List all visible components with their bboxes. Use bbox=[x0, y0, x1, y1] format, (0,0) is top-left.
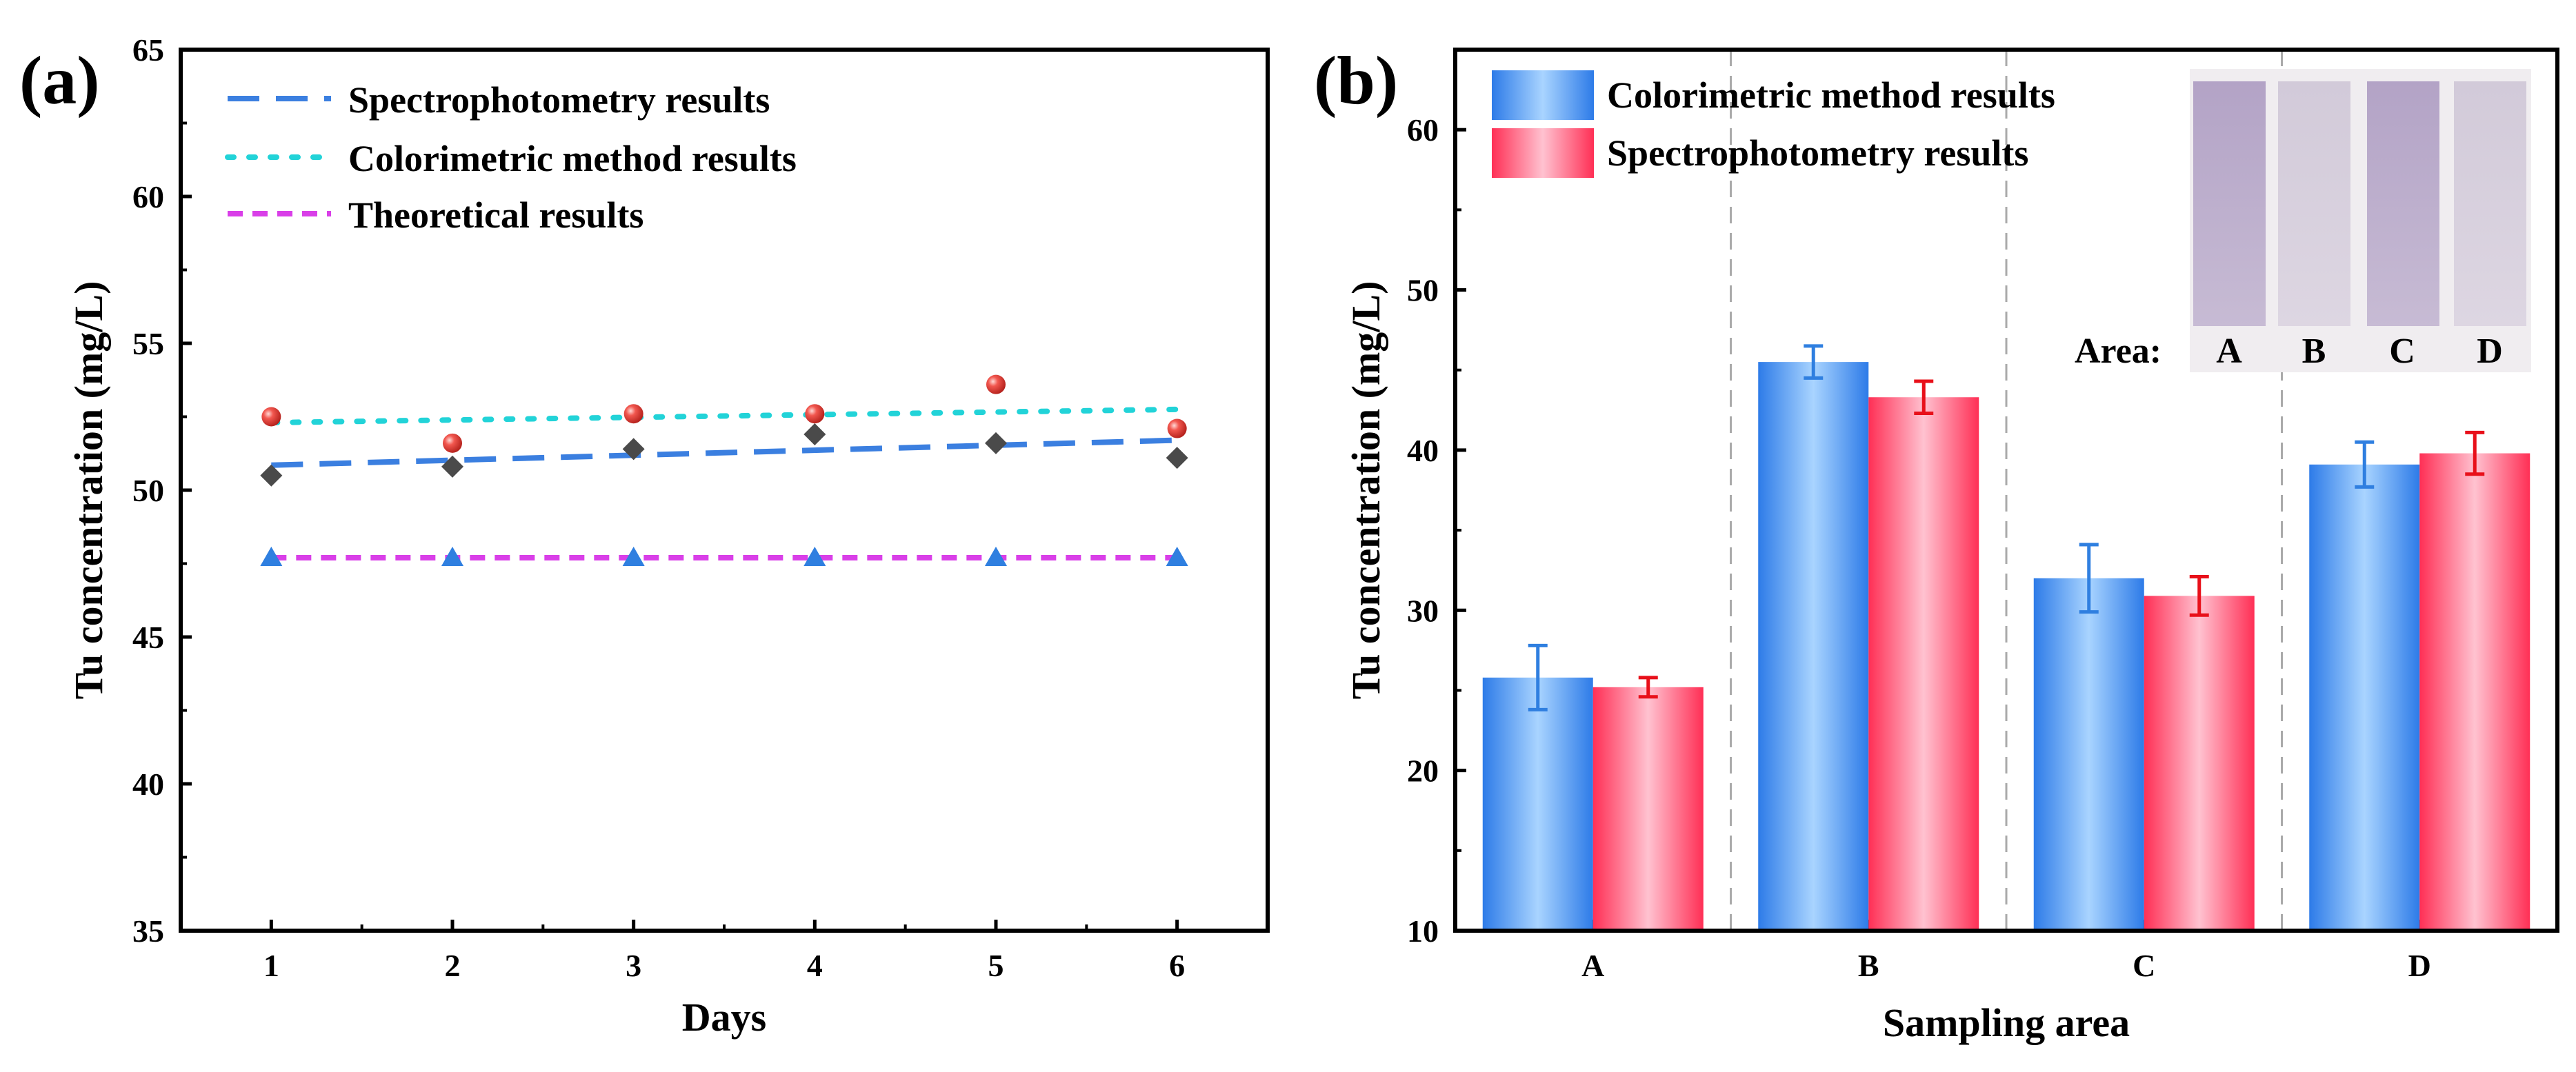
y-tick-label: 40 bbox=[132, 767, 164, 802]
chart-a-plot-frame bbox=[179, 48, 1270, 933]
y-tick-label: 10 bbox=[1407, 913, 1439, 949]
legend-label-1: Spectrophotometry results bbox=[348, 79, 770, 121]
data-point-sphere bbox=[1167, 418, 1187, 438]
inset-strip-label-A: A bbox=[2216, 332, 2242, 371]
y-tick-label: 65 bbox=[132, 32, 164, 68]
test-strip-D bbox=[2454, 81, 2526, 326]
bar-C-spectrophotometry bbox=[2144, 596, 2255, 931]
bar-A-colorimetric bbox=[1482, 677, 1593, 931]
inset-label-background bbox=[2073, 327, 2190, 375]
fit-line-2 bbox=[268, 406, 1180, 426]
inset-strip-label-D: D bbox=[2477, 332, 2503, 371]
chart-b: 10 20 30 40 50 60 A B C D Colorimetric method res… bbox=[1344, 48, 2559, 1045]
y-tick-label: 60 bbox=[132, 179, 164, 214]
data-point-sphere bbox=[805, 404, 825, 424]
bar-D-spectrophotometry bbox=[2419, 453, 2530, 931]
data-point-diamond bbox=[803, 423, 826, 446]
bar-B-spectrophotometry bbox=[1868, 397, 1979, 931]
chart-a-x-axis-label: Days bbox=[682, 995, 766, 1040]
data-point-sphere bbox=[443, 433, 462, 453]
test-strip-C bbox=[2367, 81, 2439, 326]
legend-label-2: Spectrophotometry results bbox=[1607, 132, 2028, 174]
bar-A-spectrophotometry bbox=[1592, 687, 1704, 931]
inset-strip-label-C: C bbox=[2389, 332, 2415, 371]
chart-b-y-axis-label: Tu concentration (mg/L) bbox=[1344, 281, 1388, 700]
data-point-diamond bbox=[622, 438, 645, 461]
x-tick-label: D bbox=[2408, 948, 2431, 983]
data-point-triangle bbox=[441, 546, 463, 566]
data-point-triangle bbox=[622, 546, 645, 566]
data-point-sphere bbox=[986, 374, 1006, 394]
panel-a-label: (a) bbox=[19, 42, 100, 119]
y-tick-label: 45 bbox=[132, 620, 164, 655]
data-point-triangle bbox=[985, 546, 1007, 566]
y-tick-label: 50 bbox=[132, 473, 164, 508]
panel-b-label: (b) bbox=[1314, 42, 1398, 119]
legend-swatch-1 bbox=[1492, 70, 1594, 120]
y-tick-label: 55 bbox=[132, 326, 164, 361]
x-tick-label: 2 bbox=[445, 948, 461, 983]
chart-b-legend: Colorimetric method results Spectrophotom… bbox=[1492, 70, 2055, 178]
data-point-triangle bbox=[260, 546, 283, 566]
legend-swatch-2 bbox=[1492, 128, 1594, 178]
data-point-diamond bbox=[260, 464, 283, 487]
legend-label-1: Colorimetric method results bbox=[1607, 74, 2055, 116]
legend-label-2: Colorimetric method results bbox=[348, 138, 797, 179]
inset-strip-label-B: B bbox=[2302, 332, 2326, 371]
chart-b-plot-frame bbox=[1453, 48, 2559, 933]
y-tick-label: 60 bbox=[1407, 112, 1439, 148]
data-point-diamond bbox=[441, 455, 463, 478]
y-tick-label: 50 bbox=[1407, 273, 1439, 308]
bar-B-colorimetric bbox=[1758, 362, 1869, 931]
test-strip-B bbox=[2278, 81, 2350, 326]
chart-b-x-axis-label: Sampling area bbox=[1883, 1000, 2130, 1045]
chart-a-fit-lines bbox=[268, 406, 1180, 560]
fit-line-1 bbox=[271, 437, 1177, 468]
data-point-sphere bbox=[261, 407, 281, 427]
x-tick-label: A bbox=[1581, 948, 1604, 983]
test-strip-A bbox=[2193, 81, 2266, 326]
x-tick-label: 5 bbox=[988, 948, 1004, 983]
y-tick-label: 40 bbox=[1407, 433, 1439, 468]
x-tick-label: B bbox=[1858, 948, 1879, 983]
bar-D-colorimetric bbox=[2309, 464, 2420, 931]
chart-b-bars bbox=[1482, 344, 2530, 931]
chart-b-inset-photo: Area: A B C D bbox=[2073, 69, 2531, 375]
data-point-diamond bbox=[985, 432, 1007, 454]
x-tick-label: 1 bbox=[263, 948, 279, 983]
data-point-diamond bbox=[1166, 447, 1188, 469]
chart-a-legend: Spectrophotometry results Colorimetric me… bbox=[225, 79, 797, 236]
x-tick-label: 6 bbox=[1169, 948, 1185, 983]
data-point-triangle bbox=[1166, 546, 1188, 566]
y-tick-label: 30 bbox=[1407, 593, 1439, 628]
x-tick-label: 3 bbox=[626, 948, 641, 983]
chart-a-y-axis-label: Tu concentration (mg/L) bbox=[66, 281, 111, 700]
data-point-sphere bbox=[623, 404, 643, 424]
data-point-triangle bbox=[803, 546, 826, 566]
bar-C-colorimetric bbox=[2033, 578, 2144, 931]
y-tick-label: 35 bbox=[132, 913, 164, 949]
x-tick-label: C bbox=[2133, 948, 2155, 983]
x-tick-label: 4 bbox=[807, 948, 823, 983]
chart-a-data-points bbox=[260, 374, 1188, 566]
y-tick-label: 20 bbox=[1407, 754, 1439, 789]
inset-area-label: Area: bbox=[2075, 332, 2161, 371]
legend-label-3: Theoretical results bbox=[348, 194, 643, 236]
